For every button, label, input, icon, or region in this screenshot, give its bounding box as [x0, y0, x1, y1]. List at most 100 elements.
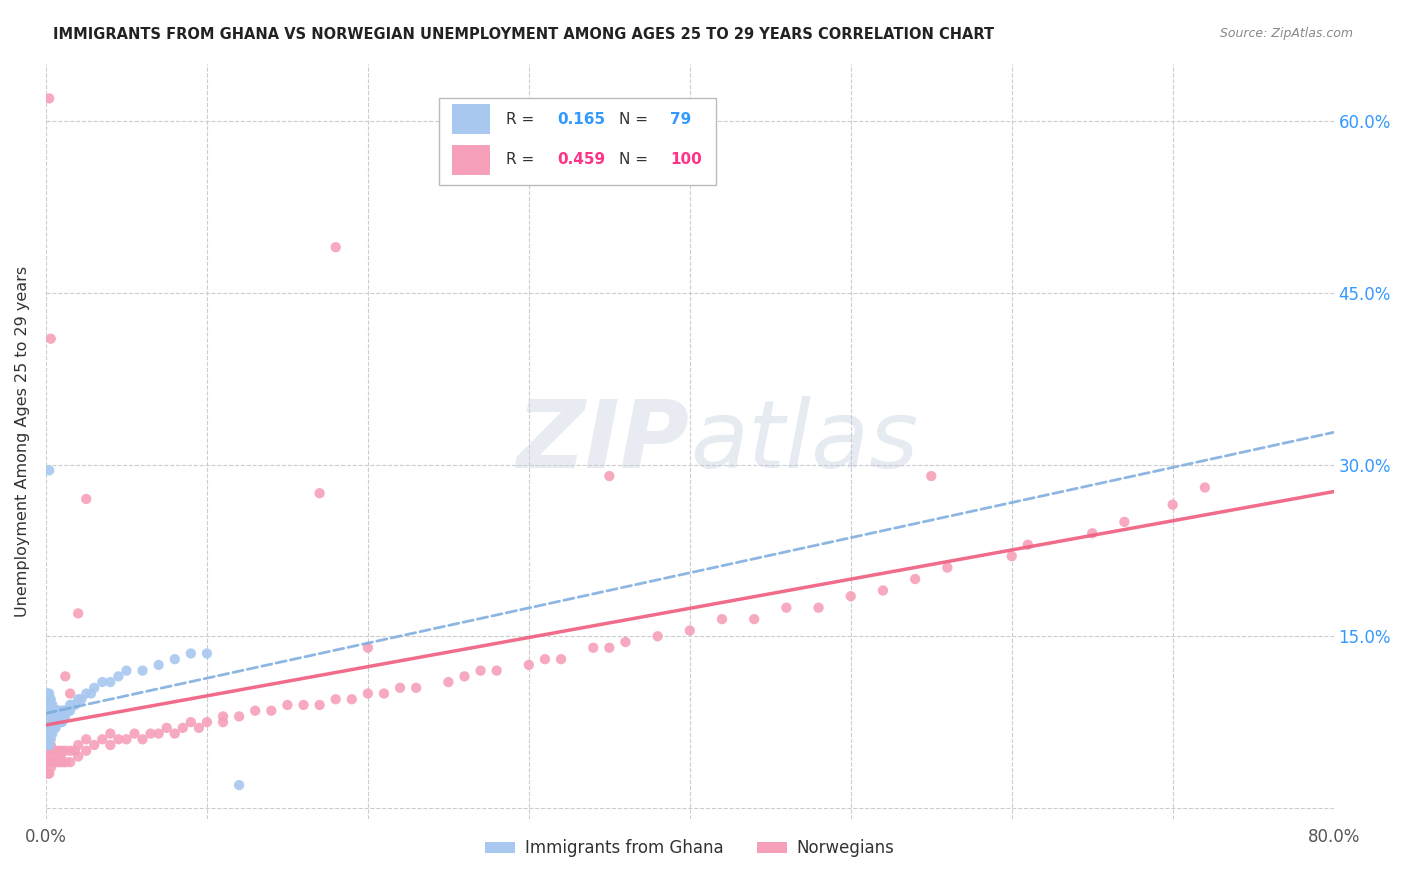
Point	[49, 749, 72, 764]
Point	[45, 704, 67, 718]
Point	[41, 709, 63, 723]
Point	[59, 744, 82, 758]
Point	[115, 664, 138, 678]
Point	[38, 91, 60, 105]
Point	[75, 686, 97, 700]
Point	[470, 664, 492, 678]
Point	[38, 755, 60, 769]
Point	[39, 715, 62, 730]
Point	[39, 698, 62, 712]
Point	[260, 704, 283, 718]
Point	[163, 726, 186, 740]
Point	[124, 726, 146, 740]
Point	[148, 657, 170, 672]
Point	[228, 778, 250, 792]
Point	[39, 749, 62, 764]
Point	[52, 704, 75, 718]
Point	[37, 732, 59, 747]
Point	[45, 744, 67, 758]
Point	[534, 652, 557, 666]
Point	[48, 709, 70, 723]
Point	[357, 640, 380, 655]
Point	[42, 709, 65, 723]
Point	[59, 704, 82, 718]
Point	[245, 704, 267, 718]
Point	[389, 681, 412, 695]
FancyBboxPatch shape	[439, 98, 716, 185]
Point	[38, 463, 60, 477]
Point	[83, 681, 105, 695]
Point	[98, 675, 121, 690]
Point	[46, 704, 69, 718]
Point	[582, 640, 605, 655]
Point	[75, 491, 97, 506]
Text: N =: N =	[619, 153, 652, 168]
Point	[42, 704, 65, 718]
Point	[37, 686, 59, 700]
Point	[195, 647, 218, 661]
Point	[180, 647, 202, 661]
Text: IMMIGRANTS FROM GHANA VS NORWEGIAN UNEMPLOYMENT AMONG AGES 25 TO 29 YEARS CORREL: IMMIGRANTS FROM GHANA VS NORWEGIAN UNEMP…	[53, 27, 994, 42]
Point	[172, 721, 194, 735]
Point	[38, 721, 60, 735]
Point	[742, 612, 765, 626]
Point	[437, 675, 460, 690]
Point	[131, 664, 153, 678]
Text: 0.459: 0.459	[557, 153, 606, 168]
Point	[148, 726, 170, 740]
Point	[59, 755, 82, 769]
Point	[679, 624, 702, 638]
Point	[711, 612, 734, 626]
Point	[107, 732, 129, 747]
Point	[37, 755, 59, 769]
Point	[647, 629, 669, 643]
Point	[42, 744, 65, 758]
Point	[67, 738, 90, 752]
Point	[38, 738, 60, 752]
Point	[38, 692, 60, 706]
Point	[70, 692, 93, 706]
Point	[598, 640, 620, 655]
Point	[56, 704, 79, 718]
Point	[485, 664, 508, 678]
Point	[357, 686, 380, 700]
Point	[1114, 515, 1136, 529]
Point	[45, 721, 67, 735]
Point	[38, 738, 60, 752]
Point	[53, 669, 76, 683]
Point	[41, 726, 63, 740]
Point	[38, 715, 60, 730]
Point	[51, 704, 73, 718]
Point	[39, 738, 62, 752]
Bar	[451, 104, 491, 135]
Point	[38, 704, 60, 718]
Point	[180, 715, 202, 730]
Point	[51, 709, 73, 723]
Point	[872, 583, 894, 598]
Point	[453, 669, 475, 683]
Point	[39, 732, 62, 747]
Point	[59, 698, 82, 712]
Point	[1194, 481, 1216, 495]
Point	[75, 744, 97, 758]
Point	[550, 652, 572, 666]
Point	[920, 469, 942, 483]
Text: 0.165: 0.165	[557, 112, 606, 127]
Point	[163, 652, 186, 666]
Point	[46, 749, 69, 764]
Point	[37, 732, 59, 747]
Point	[39, 692, 62, 706]
Point	[45, 709, 67, 723]
Point	[80, 686, 103, 700]
Point	[839, 589, 862, 603]
Point	[51, 755, 73, 769]
Text: 100: 100	[671, 153, 702, 168]
Point	[37, 715, 59, 730]
Text: 79: 79	[671, 112, 692, 127]
Point	[308, 486, 330, 500]
Text: ZIP: ZIP	[517, 396, 690, 488]
Point	[91, 732, 114, 747]
Text: R =: R =	[506, 153, 538, 168]
Point	[39, 761, 62, 775]
Point	[38, 686, 60, 700]
